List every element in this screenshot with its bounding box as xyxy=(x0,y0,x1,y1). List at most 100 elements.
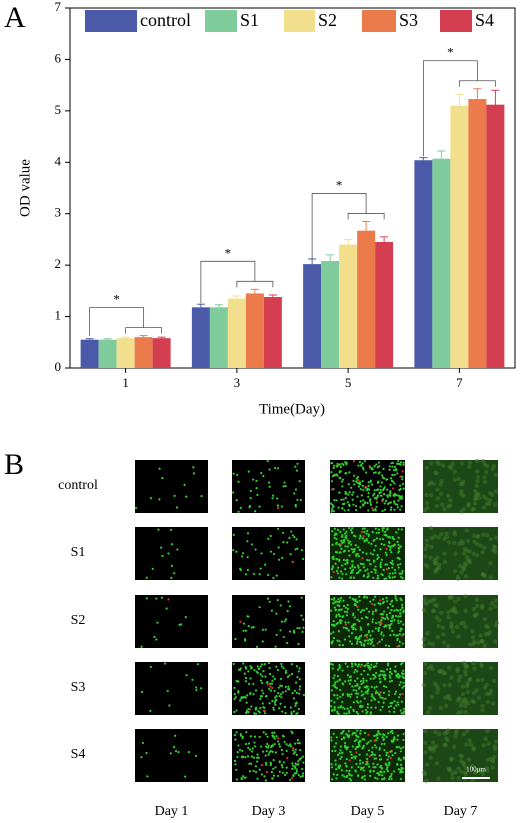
cell-dot xyxy=(397,758,400,761)
cell-dot xyxy=(174,750,178,753)
legend-swatch xyxy=(284,10,315,32)
cell-dot xyxy=(330,739,333,742)
cell-dot xyxy=(357,765,360,769)
cell-dot xyxy=(380,770,383,774)
cell-dot xyxy=(367,533,370,536)
cell-dot xyxy=(363,502,366,505)
cell-dot xyxy=(278,694,281,698)
cell-dot xyxy=(256,760,259,763)
cell-dot xyxy=(170,543,173,546)
cell-dot xyxy=(399,508,402,511)
cell-dot xyxy=(422,670,428,676)
cell-dot xyxy=(281,710,284,713)
cell-dot xyxy=(391,465,394,468)
cell-dot xyxy=(332,619,335,623)
cell-dot xyxy=(343,737,346,740)
cell-dot xyxy=(398,484,402,487)
cell-dot xyxy=(398,572,401,575)
cell-dot xyxy=(274,699,277,702)
cell-dot xyxy=(459,509,464,514)
cell-dot xyxy=(264,761,268,764)
cell-dot xyxy=(390,609,393,612)
cell-dot xyxy=(361,480,364,483)
cell-dot xyxy=(375,531,378,535)
cell-dot xyxy=(424,500,430,506)
cell-dot xyxy=(294,465,297,468)
cell-dot xyxy=(267,573,270,577)
cell-dot xyxy=(249,489,252,493)
cell-dot xyxy=(268,751,271,754)
cell-dot xyxy=(465,689,471,695)
cell-dot xyxy=(401,570,404,573)
cell-dot xyxy=(288,605,292,608)
cell-dot xyxy=(355,738,358,741)
cell-dot xyxy=(390,777,393,781)
cell-dot xyxy=(346,674,349,677)
cell-dot xyxy=(256,665,259,668)
cell-dot xyxy=(233,733,237,737)
cell-dot xyxy=(335,736,338,739)
cell-dot xyxy=(372,762,375,765)
cell-dot xyxy=(156,621,159,624)
cell-dot xyxy=(377,472,380,475)
cell-dot xyxy=(369,769,372,772)
cell-dot xyxy=(465,538,471,544)
cell-dot xyxy=(357,555,361,558)
cell-dot xyxy=(380,638,384,641)
cell-dot xyxy=(273,701,276,704)
cell-dot xyxy=(385,568,388,571)
cell-dot xyxy=(400,747,403,750)
cell-dot xyxy=(376,574,380,577)
cell-dot xyxy=(361,466,364,469)
cell-dot xyxy=(366,692,369,695)
cell-dot xyxy=(380,742,383,746)
cell-dot xyxy=(355,692,358,695)
cell-dot xyxy=(391,605,394,608)
cell-dot xyxy=(367,733,370,736)
cell-dot xyxy=(390,600,393,603)
cell-dot xyxy=(423,728,428,734)
cell-dot xyxy=(485,699,490,705)
cell-dot xyxy=(483,469,489,475)
cell-dot xyxy=(383,749,386,752)
cell-dot xyxy=(382,698,385,701)
cell-dot xyxy=(278,770,281,773)
cell-dot xyxy=(345,627,349,630)
cell-dot xyxy=(173,494,176,498)
cell-dot xyxy=(259,695,262,698)
cell-dot xyxy=(394,503,397,506)
bar xyxy=(432,158,451,368)
cell-dot xyxy=(385,735,388,738)
cell-dot xyxy=(371,531,374,534)
cell-dot xyxy=(302,693,306,696)
cell-dot xyxy=(283,481,286,484)
cell-dot xyxy=(374,471,377,474)
cell-dot xyxy=(295,712,298,715)
cell-dot xyxy=(443,736,449,741)
cell-dot xyxy=(158,498,161,501)
cell-dot xyxy=(284,671,288,674)
cell-dot xyxy=(297,763,300,766)
cell-dot xyxy=(348,682,351,685)
cell-dot xyxy=(392,740,395,743)
legend-swatch xyxy=(85,10,137,32)
cell-dot xyxy=(395,762,399,766)
cell-dot xyxy=(247,470,250,473)
cell-dot xyxy=(389,730,392,734)
cell-dot xyxy=(395,634,398,637)
cell-dot xyxy=(359,729,362,732)
cell-dot xyxy=(246,556,249,559)
cell-dot xyxy=(485,533,490,538)
cell-dot xyxy=(362,681,365,684)
cell-dot xyxy=(380,622,383,625)
cell-dot xyxy=(361,563,364,566)
cell-dot xyxy=(361,609,364,612)
cell-dot xyxy=(272,675,275,678)
cell-dot xyxy=(360,690,363,693)
cell-dot xyxy=(353,483,356,486)
cell-dot xyxy=(356,600,359,604)
cell-dot xyxy=(291,762,294,765)
cell-dot xyxy=(385,616,389,619)
error-bar xyxy=(437,150,446,159)
cell-dot xyxy=(302,755,305,758)
